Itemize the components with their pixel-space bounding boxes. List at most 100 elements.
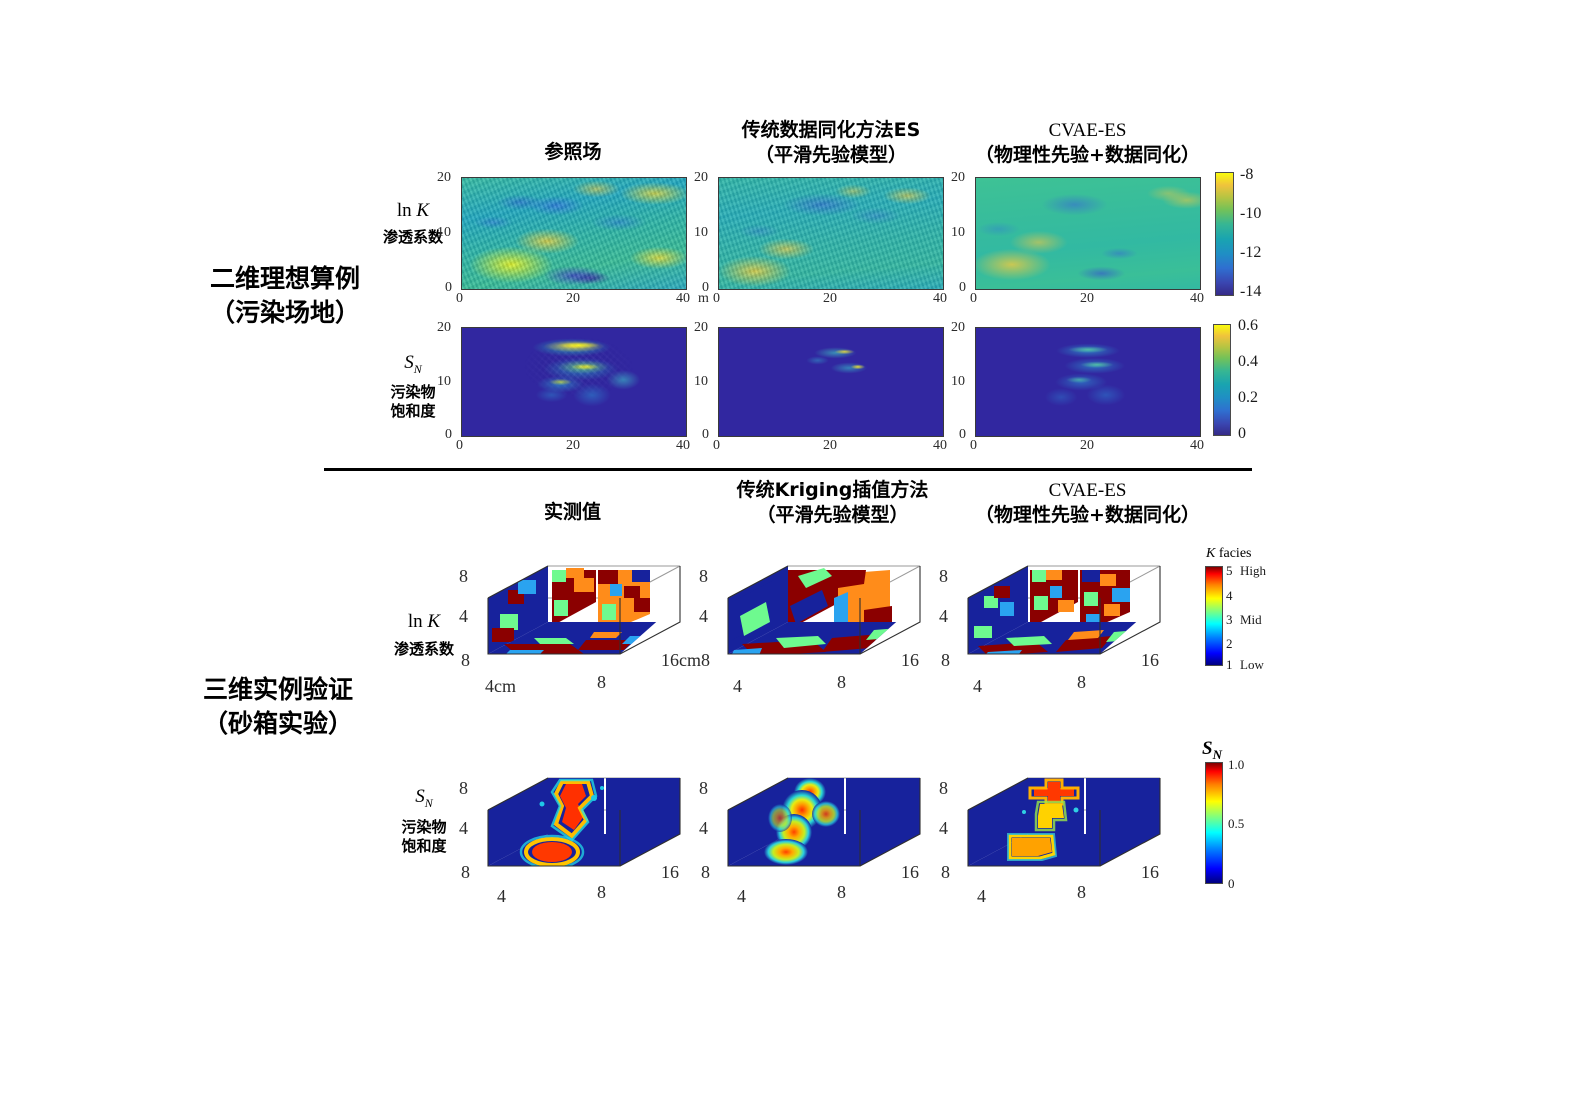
xtick-3d-sn-c3-16: 16 — [1141, 862, 1159, 882]
panel-2d-lnk-es — [718, 177, 944, 290]
col-title-2d-2-line2: （平滑先验模型） — [754, 144, 907, 166]
row-label-2d-lnk-text: 渗透系数 — [382, 228, 443, 246]
xtick-3d-lnk-c1-8: 8 — [597, 672, 606, 692]
colorbar-sn-2d — [1213, 324, 1231, 436]
panel-2d-sn-reference — [461, 327, 687, 437]
box3d-lnk-measured — [474, 540, 684, 675]
col-title-2d-3: CVAE-ES （物理性先验+数据同化） — [950, 118, 1225, 168]
box3d-lnk-kriging — [714, 540, 924, 675]
row-label-2d-sn-text2: 饱和度 — [390, 401, 436, 420]
xtick-2d-lnk-c3-40: 40 — [1190, 291, 1204, 306]
row-label-2d-sn-text1: 污染物 — [390, 382, 436, 401]
col-title-3d-1: 实测值 — [460, 500, 685, 525]
panel-2d-lnk-reference — [461, 177, 687, 290]
xtick-3d-lnk-c1-4cm: 4cm — [485, 676, 516, 696]
xtick-3d-sn-c2-8: 8 — [837, 882, 846, 902]
ztick-3d-lnk-c3-4: 4 — [939, 606, 948, 626]
panel-2d-lnk-cvaees — [975, 177, 1201, 290]
xtick-2d-sn-c3-40: 40 — [1190, 438, 1204, 453]
box3d-sn-kriging — [714, 752, 924, 887]
cbtick-kfacies-3: 3 — [1226, 612, 1233, 627]
cbtick-kfacies-1: 1 — [1226, 657, 1233, 672]
xtick-3d-sn-c1-4: 4 — [497, 886, 506, 906]
xtick-2d-sn-c1-20: 20 — [566, 438, 580, 453]
xtick-2d-lnk-c1-40: 40 — [676, 291, 690, 306]
box3d-lnk-cvaees — [954, 540, 1164, 675]
xtick-3d-lnk-c2-16: 16 — [901, 650, 919, 670]
heatmap-plume — [719, 328, 943, 436]
ytick-2d-lnk-c1-10: 10 — [437, 225, 451, 240]
section-label-2d-line1: 二维理想算例 — [209, 264, 360, 293]
xtick-2d-sn-c1-0: 0 — [456, 438, 463, 453]
col-title-2d-2: 传统数据同化方法ES （平滑先验模型） — [700, 118, 962, 168]
cbtick-sn-2d-3: 0 — [1238, 425, 1246, 442]
ytick-2d-sn-c3-0: 0 — [959, 427, 966, 442]
xtick-3d-sn-c2-16: 16 — [901, 862, 919, 882]
row-label-2d-sn: SN 污染物 饱和度 — [368, 352, 458, 421]
section-label-3d: 三维实例验证 （砂箱实验） — [178, 673, 378, 741]
ztick-3d-sn-c1-8: 8 — [459, 778, 468, 798]
xtick-2d-lnk-c1-20: 20 — [566, 291, 580, 306]
ztick-3d-lnk-c3-8: 8 — [939, 566, 948, 586]
col-title-3d-2: 传统Kriging插值方法 （平滑先验模型） — [700, 478, 965, 528]
section-label-3d-line2: （砂箱实验） — [202, 709, 353, 738]
cbtick-sn-2d-2: 0.2 — [1238, 389, 1258, 406]
xtick-2d-sn-c3-0: 0 — [970, 438, 977, 453]
cbtick-kfacies-word-3: Mid — [1240, 612, 1262, 627]
legend-title-sn-3d: SN — [1202, 738, 1222, 762]
xtick-2d-lnk-c2-40: 40 — [933, 291, 947, 306]
xunit-2d-lnk-c1: m — [698, 291, 709, 306]
heatmap-plume — [976, 328, 1200, 436]
ytick-2d-lnk-c3-20: 20 — [951, 170, 965, 185]
xtick-3d-sn-c2-4: 4 — [737, 886, 746, 906]
box3d-sn-cvaees — [954, 752, 1164, 887]
cbtick-kfacies-4: 4 — [1226, 588, 1233, 603]
ytick-2d-sn-c3-20: 20 — [951, 320, 965, 335]
ytick-3d-lnk-c1-8: 8 — [461, 650, 470, 670]
legend-title-kfacies: K facies — [1206, 546, 1252, 561]
cbtick-kfacies-word-5: High — [1240, 563, 1266, 578]
section-divider — [324, 468, 1252, 471]
col-title-3d-2-line2: （平滑先验模型） — [756, 504, 909, 526]
col-title-3d-3-line2: （物理性先验+数据同化） — [975, 504, 1200, 526]
ytick-2d-sn-c1-0: 0 — [445, 427, 452, 442]
cbtick-lnk-2d-3: -14 — [1240, 283, 1262, 300]
ztick-3d-lnk-c2-8: 8 — [699, 566, 708, 586]
xtick-3d-sn-c1-16: 16 — [661, 862, 679, 882]
col-title-2d-1: 参照场 — [453, 140, 693, 165]
xtick-3d-sn-c3-8: 8 — [1077, 882, 1086, 902]
box3d-sn-measured — [474, 752, 684, 887]
ytick-3d-sn-c3-8: 8 — [941, 862, 950, 882]
xtick-3d-lnk-c3-16: 16 — [1141, 650, 1159, 670]
ytick-2d-sn-c3-10: 10 — [951, 374, 965, 389]
panel-2d-sn-cvaees — [975, 327, 1201, 437]
ztick-3d-lnk-c2-4: 4 — [699, 606, 708, 626]
ytick-2d-lnk-c1-20: 20 — [437, 170, 451, 185]
ytick-3d-lnk-c2-8: 8 — [701, 650, 710, 670]
row-label-3d-sn-text2: 饱和度 — [401, 836, 447, 855]
colorbar-sn-3d — [1205, 762, 1223, 884]
ytick-2d-lnk-c3-0: 0 — [959, 280, 966, 295]
ytick-2d-lnk-c1-0: 0 — [445, 280, 452, 295]
ztick-3d-sn-c2-4: 4 — [699, 818, 708, 838]
row-label-3d-lnk-text: 渗透系数 — [393, 640, 454, 658]
xtick-2d-lnk-c1-0: 0 — [456, 291, 463, 306]
row-label-2d-lnk-symbol: ln K — [396, 200, 430, 221]
xtick-2d-sn-c3-20: 20 — [1080, 438, 1094, 453]
xtick-3d-lnk-c3-4: 4 — [973, 676, 982, 696]
ztick-3d-sn-c3-8: 8 — [939, 778, 948, 798]
ytick-3d-lnk-c3-8: 8 — [941, 650, 950, 670]
xtick-3d-lnk-c2-4: 4 — [733, 676, 742, 696]
cbtick-kfacies-word-1: Low — [1240, 657, 1264, 672]
ytick-2d-lnk-c3-10: 10 — [951, 225, 965, 240]
cbtick-lnk-2d-2: -12 — [1240, 244, 1262, 261]
ytick-2d-lnk-c2-10: 10 — [694, 225, 708, 240]
xtick-3d-sn-c3-4: 4 — [977, 886, 986, 906]
ytick-2d-sn-c1-10: 10 — [437, 374, 451, 389]
heatmap-speckle — [719, 178, 943, 289]
heatmap-speckle — [462, 328, 686, 436]
ytick-2d-lnk-c2-0: 0 — [702, 280, 709, 295]
cbtick-lnk-2d-1: -10 — [1240, 205, 1262, 222]
col-title-2d-3-line2: （物理性先验+数据同化） — [975, 144, 1200, 166]
col-title-2d-3-line1: CVAE-ES — [1048, 120, 1127, 141]
